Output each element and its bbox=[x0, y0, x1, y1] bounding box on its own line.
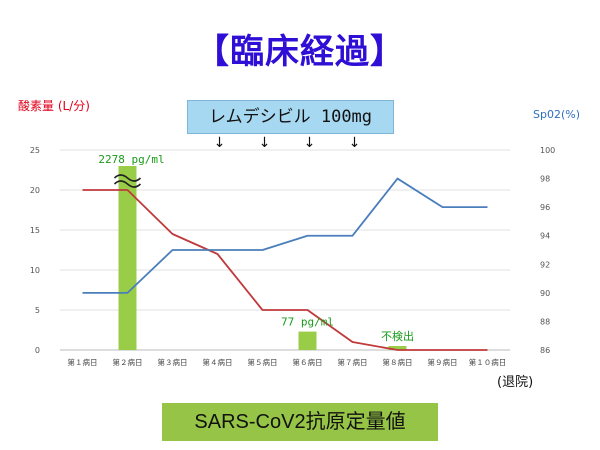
left-tick-label: 20 bbox=[30, 186, 40, 195]
spo2-line bbox=[82, 177, 488, 294]
page-title: 【臨床経過】 bbox=[195, 32, 405, 72]
left-tick-label: 5 bbox=[35, 306, 40, 315]
right-tick-label: 96 bbox=[540, 203, 550, 212]
antigen-bar bbox=[118, 166, 137, 350]
right-tick-label: 88 bbox=[540, 317, 550, 326]
left-tick-label: 25 bbox=[30, 146, 40, 155]
chart-labels: 0 5 10 15 20 25 86 88 90 92 94 96 98 100 第１病日 第２病日 第３病日 第… bbox=[30, 135, 555, 367]
x-tick-label: 第８病日 bbox=[383, 357, 413, 367]
discharge-label: (退院) bbox=[497, 375, 534, 390]
right-axis-label: Sp02(%) bbox=[533, 108, 580, 121]
remdesivir-arrow: ↓ bbox=[349, 135, 361, 151]
antigen-label-box: SARS-CoV2抗原定量値 bbox=[162, 403, 438, 441]
right-tick-label: 98 bbox=[540, 175, 550, 184]
left-tick-label: 10 bbox=[30, 266, 40, 275]
remdesivir-arrow: ↓ bbox=[214, 135, 226, 151]
x-tick-label: 第４病日 bbox=[203, 357, 233, 367]
right-tick-label: 92 bbox=[540, 260, 550, 269]
right-tick-label: 86 bbox=[540, 346, 550, 355]
x-tick-label: 第６病日 bbox=[293, 357, 323, 367]
x-tick-label: 第７病日 bbox=[338, 357, 368, 367]
remdesivir-arrow: ↓ bbox=[304, 135, 316, 151]
antigen-bar bbox=[388, 346, 407, 350]
remdesivir-arrow: ↓ bbox=[259, 135, 271, 151]
x-tick-label: 第２病日 bbox=[113, 357, 143, 367]
series-lines bbox=[82, 177, 488, 351]
x-tick-label: 第１病日 bbox=[68, 357, 98, 367]
left-axis-label: 酸素量 (L/分) bbox=[18, 99, 90, 113]
antigen-bar bbox=[298, 331, 317, 350]
x-tick-label: 第９病日 bbox=[428, 357, 458, 367]
left-tick-label: 0 bbox=[35, 346, 40, 355]
x-tick-label: 第１０病日 bbox=[469, 357, 507, 367]
right-tick-label: 94 bbox=[540, 232, 550, 241]
x-tick-label: 第３病日 bbox=[158, 357, 188, 367]
antigen-annotation: 不検出 bbox=[381, 329, 414, 343]
antigen-annotation: 2278 pg/ml bbox=[98, 153, 164, 166]
oxygen-line bbox=[82, 189, 488, 351]
x-tick-label: 第５病日 bbox=[248, 357, 278, 367]
antigen-annotation: 77 pg/ml bbox=[281, 316, 334, 329]
left-tick-label: 15 bbox=[30, 226, 40, 235]
axis-break-mark bbox=[113, 180, 142, 188]
antigen-bars bbox=[113, 166, 407, 350]
axis-break-mark bbox=[113, 174, 142, 182]
remdesivir-label-box: レムデシビル 100mg bbox=[187, 100, 394, 134]
right-tick-label: 100 bbox=[540, 146, 555, 155]
right-tick-label: 90 bbox=[540, 289, 550, 298]
